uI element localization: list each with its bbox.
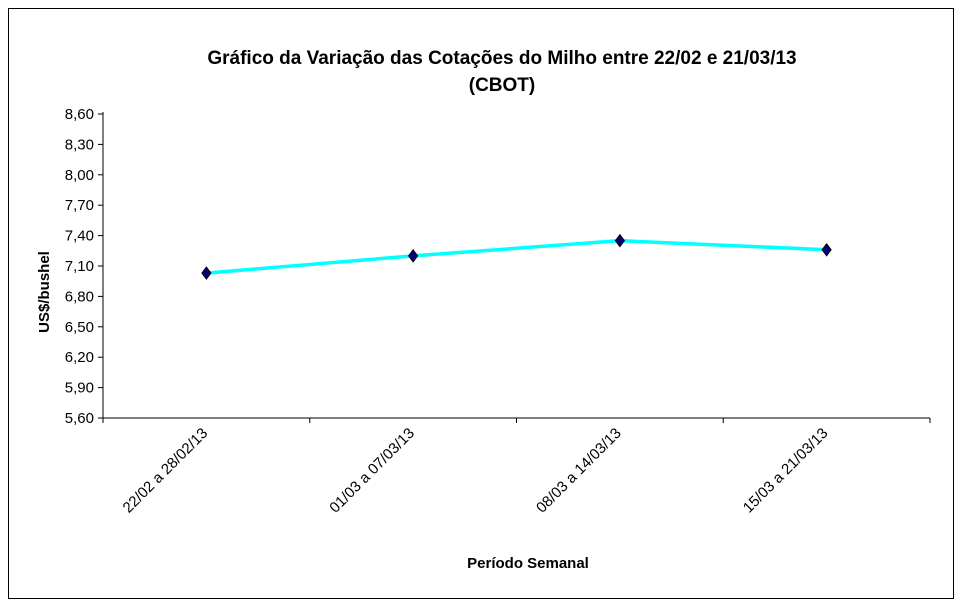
y-tick-label: 8,30 xyxy=(65,136,94,153)
chart-frame xyxy=(8,8,954,599)
y-tick-label: 7,70 xyxy=(65,197,94,214)
y-tick-label: 5,60 xyxy=(65,410,94,427)
y-axis-label: US$/bushel xyxy=(36,251,53,333)
y-tick-label: 8,60 xyxy=(65,106,94,123)
x-tick-label: 15/03 a 21/03/13 xyxy=(740,425,832,517)
chart-title: Gráfico da Variação das Cotações do Milh… xyxy=(207,48,796,69)
x-tick-label: 01/03 a 07/03/13 xyxy=(326,425,418,517)
data-point xyxy=(821,242,832,257)
y-tick-label: 6,80 xyxy=(65,288,94,305)
x-tick-label: 22/02 a 28/02/13 xyxy=(120,425,212,517)
y-tick-label: 7,40 xyxy=(65,228,94,245)
chart-subtitle: (CBOT) xyxy=(469,75,535,96)
series-line xyxy=(206,238,827,275)
y-tick-label: 5,90 xyxy=(65,380,94,397)
y-tick-label: 7,10 xyxy=(65,258,94,275)
data-point xyxy=(201,266,212,280)
y-tick-label: 8,00 xyxy=(65,167,94,184)
x-axis-label: Período Semanal xyxy=(467,555,589,572)
x-tick-label: 08/03 a 14/03/13 xyxy=(533,425,625,517)
y-tick-label: 6,20 xyxy=(65,349,94,366)
data-point xyxy=(408,249,419,263)
y-tick-label: 6,50 xyxy=(65,319,94,336)
data-point xyxy=(614,233,625,248)
